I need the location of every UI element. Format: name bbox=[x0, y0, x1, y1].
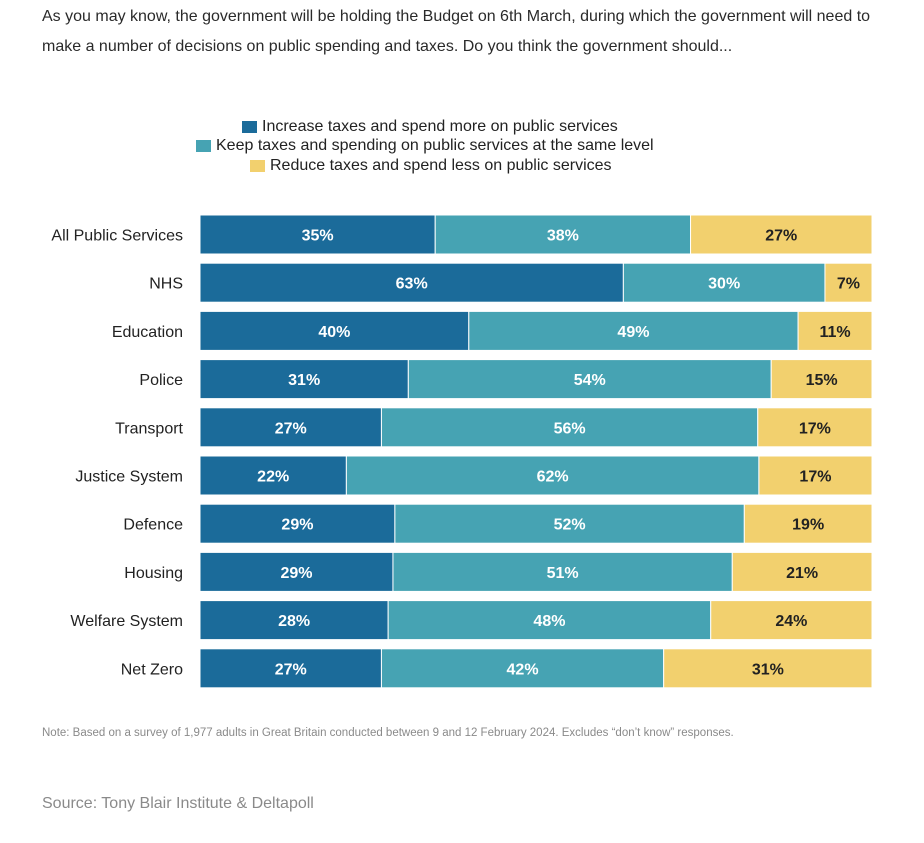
bar-segment-reduce-education bbox=[797, 310, 873, 351]
data-label-keep-all-public-services: 38% bbox=[547, 228, 579, 245]
bar-segment-increase-welfare-system bbox=[199, 600, 389, 641]
bar-segment-keep-welfare-system bbox=[387, 600, 712, 641]
bar-segment-keep-transport bbox=[380, 407, 759, 448]
category-label-all-public-services: All Public Services bbox=[51, 228, 183, 245]
bar-segment-reduce-all-public-services bbox=[690, 214, 873, 255]
category-label-defence: Defence bbox=[123, 517, 183, 534]
bar-segment-increase-justice-system bbox=[199, 455, 347, 496]
data-label-reduce-police: 15% bbox=[806, 372, 838, 389]
bar-segment-reduce-nhs bbox=[824, 262, 873, 303]
bar-segment-reduce-welfare-system bbox=[710, 600, 873, 641]
bar-segment-increase-transport bbox=[199, 407, 382, 448]
source-credit: Source: Tony Blair Institute & Deltapoll bbox=[42, 795, 314, 812]
data-label-keep-transport: 56% bbox=[554, 420, 586, 437]
data-label-increase-net-zero: 27% bbox=[275, 661, 307, 678]
data-label-increase-housing: 29% bbox=[280, 565, 312, 582]
category-label-nhs: NHS bbox=[149, 276, 183, 293]
bar-segment-keep-nhs bbox=[622, 262, 826, 303]
bar-segment-reduce-net-zero bbox=[663, 648, 873, 689]
category-label-transport: Transport bbox=[115, 420, 183, 437]
category-label-police: Police bbox=[139, 372, 183, 389]
bar-segment-increase-housing bbox=[199, 551, 394, 592]
bar-segment-keep-defence bbox=[394, 503, 745, 544]
bar-segment-reduce-police bbox=[770, 359, 873, 400]
bar-segment-reduce-transport bbox=[757, 407, 873, 448]
data-label-increase-justice-system: 22% bbox=[257, 469, 289, 486]
legend-item-increase: Increase taxes and spend more on public … bbox=[242, 117, 618, 137]
legend-label-increase: Increase taxes and spend more on public … bbox=[262, 118, 618, 135]
data-label-reduce-all-public-services: 27% bbox=[765, 228, 797, 245]
bar-segment-keep-housing bbox=[392, 551, 733, 592]
legend-swatch-increase bbox=[242, 121, 257, 133]
data-label-reduce-justice-system: 17% bbox=[799, 469, 831, 486]
bar-segment-keep-justice-system bbox=[345, 455, 760, 496]
data-label-reduce-education: 11% bbox=[819, 324, 850, 341]
data-label-reduce-defence: 19% bbox=[792, 517, 824, 534]
data-label-keep-net-zero: 42% bbox=[507, 661, 539, 678]
bar-segment-increase-police bbox=[199, 359, 409, 400]
data-label-keep-defence: 52% bbox=[554, 517, 586, 534]
data-label-reduce-net-zero: 31% bbox=[752, 661, 784, 678]
data-label-keep-housing: 51% bbox=[547, 565, 579, 582]
bar-segment-keep-net-zero bbox=[380, 648, 665, 689]
data-label-keep-welfare-system: 48% bbox=[533, 613, 565, 630]
data-label-increase-nhs: 63% bbox=[396, 276, 428, 293]
bar-segment-reduce-housing bbox=[731, 551, 873, 592]
legend-item-keep: Keep taxes and spending on public servic… bbox=[196, 136, 654, 156]
data-label-increase-police: 31% bbox=[288, 372, 320, 389]
category-label-housing: Housing bbox=[124, 565, 183, 582]
bar-segment-increase-nhs bbox=[199, 262, 624, 303]
data-label-reduce-transport: 17% bbox=[799, 420, 831, 437]
data-label-increase-all-public-services: 35% bbox=[302, 228, 334, 245]
data-label-increase-transport: 27% bbox=[275, 420, 307, 437]
data-label-reduce-welfare-system: 24% bbox=[775, 613, 807, 630]
legend-swatch-keep bbox=[196, 140, 211, 152]
bar-segment-keep-education bbox=[468, 310, 799, 351]
data-label-increase-education: 40% bbox=[318, 324, 350, 341]
legend-swatch-reduce bbox=[250, 160, 265, 172]
survey-note: Note: Based on a survey of 1,977 adults … bbox=[42, 727, 734, 739]
data-label-reduce-housing: 21% bbox=[786, 565, 818, 582]
bar-segment-reduce-justice-system bbox=[758, 455, 873, 496]
category-label-education: Education bbox=[112, 324, 183, 341]
bar-segment-keep-all-public-services bbox=[434, 214, 692, 255]
data-label-keep-education: 49% bbox=[617, 324, 649, 341]
data-label-increase-defence: 29% bbox=[281, 517, 313, 534]
data-label-keep-nhs: 30% bbox=[708, 276, 740, 293]
bar-segment-increase-all-public-services bbox=[199, 214, 436, 255]
legend-label-keep: Keep taxes and spending on public servic… bbox=[216, 137, 654, 154]
bar-segment-increase-education bbox=[199, 310, 470, 351]
data-label-keep-police: 54% bbox=[574, 372, 606, 389]
category-label-justice-system: Justice System bbox=[75, 469, 183, 486]
category-label-net-zero: Net Zero bbox=[121, 661, 183, 678]
data-label-keep-justice-system: 62% bbox=[537, 469, 569, 486]
category-label-welfare-system: Welfare System bbox=[70, 613, 183, 630]
bar-segment-reduce-defence bbox=[743, 503, 873, 544]
legend-item-reduce: Reduce taxes and spend less on public se… bbox=[250, 156, 612, 176]
data-label-increase-welfare-system: 28% bbox=[278, 613, 310, 630]
data-label-reduce-nhs: 7% bbox=[837, 276, 860, 293]
chart-question: As you may know, the government will be … bbox=[42, 8, 871, 55]
legend-label-reduce: Reduce taxes and spend less on public se… bbox=[270, 157, 612, 174]
